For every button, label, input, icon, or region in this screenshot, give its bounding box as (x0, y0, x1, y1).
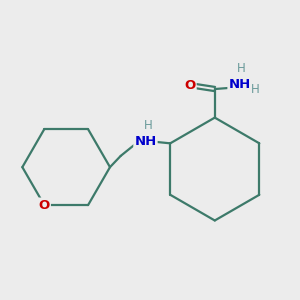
Text: NH: NH (134, 135, 157, 148)
Text: H: H (144, 119, 153, 132)
Text: O: O (39, 199, 50, 212)
Text: H: H (237, 62, 246, 75)
Text: NH: NH (228, 78, 251, 91)
Text: O: O (184, 79, 196, 92)
Text: H: H (251, 83, 260, 96)
